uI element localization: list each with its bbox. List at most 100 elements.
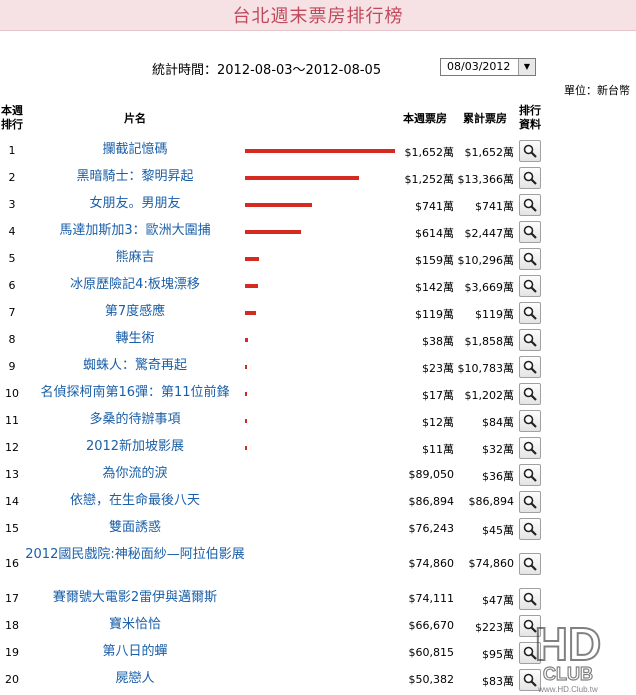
table-row: 2 黑暗騎士：黎明昇起 $1,252萬 $13,366萬	[0, 165, 636, 192]
week-box-office: $741萬	[415, 200, 454, 213]
detail-button[interactable]	[519, 588, 541, 610]
movie-title-link[interactable]: 蜘蛛人：驚奇再起	[82, 358, 187, 373]
movie-title-link[interactable]: 2012國民戲院:神秘面紗—阿拉伯影展	[25, 547, 245, 562]
week-box-office: $614萬	[415, 227, 454, 240]
total-box-office: $741萬	[475, 200, 514, 213]
rank-number: 16	[5, 557, 19, 570]
week-box-office: $66,670	[408, 619, 455, 632]
movie-title-link[interactable]: 轉生術	[115, 331, 155, 346]
detail-button[interactable]	[519, 329, 541, 351]
detail-button[interactable]	[519, 464, 541, 486]
rank-number: 9	[8, 360, 16, 373]
magnifier-icon	[523, 522, 537, 536]
total-box-office: $45萬	[482, 524, 514, 537]
magnifier-icon	[523, 252, 537, 266]
week-box-office: $38萬	[422, 335, 454, 348]
detail-button[interactable]	[519, 302, 541, 324]
svg-text:HD: HD	[535, 618, 601, 670]
total-box-office: $95萬	[482, 648, 514, 661]
table-row: 16 2012國民戲院:神秘面紗—阿拉伯影展 $74,860 $74,860	[0, 543, 636, 586]
total-box-office: $223萬	[475, 621, 514, 634]
box-office-bar	[245, 230, 301, 234]
movie-title-link[interactable]: 攔截記憶碼	[102, 142, 168, 157]
magnifier-icon	[523, 495, 537, 509]
table-row: 9 蜘蛛人：驚奇再起 $23萬 $10,783萬	[0, 354, 636, 381]
total-box-office: $84萬	[482, 416, 514, 429]
movie-title-link[interactable]: 賽爾號大電影2雷伊與邁爾斯	[52, 590, 218, 605]
movie-title-link[interactable]: 屍戀人	[115, 671, 155, 686]
table-row: 4 馬達加斯加3：歐洲大圍捕 $614萬 $2,447萬	[0, 219, 636, 246]
header-rank-line1: 本週	[1, 104, 23, 117]
rank-number: 18	[5, 619, 19, 632]
movie-title-link[interactable]: 寶米恰恰	[108, 617, 161, 632]
table-row: 10 名偵探柯南第16彈：第11位前鋒 $17萬 $1,202萬	[0, 381, 636, 408]
detail-button[interactable]	[519, 642, 541, 664]
magnifier-icon	[523, 414, 537, 428]
box-office-bar	[245, 203, 312, 207]
svg-text:CLUB: CLUB	[543, 664, 593, 684]
total-box-office: $13,366萬	[457, 173, 515, 186]
box-office-bar	[245, 284, 258, 288]
movie-title-link[interactable]: 多桑的待辦事項	[89, 412, 181, 427]
total-box-office: $36萬	[482, 470, 514, 483]
rank-number: 5	[8, 252, 16, 265]
movie-title-link[interactable]: 2012新加坡影展	[85, 439, 185, 454]
rank-number: 3	[8, 198, 16, 211]
rank-number: 17	[5, 592, 19, 605]
rank-number: 4	[8, 225, 16, 238]
week-box-office: $86,894	[408, 495, 455, 508]
rank-number: 14	[5, 495, 19, 508]
movie-title-link[interactable]: 黑暗騎士：黎明昇起	[76, 169, 194, 184]
dropdown-arrow-icon[interactable]: ▼	[518, 59, 535, 75]
total-box-office: $74,860	[468, 557, 515, 570]
week-box-office: $89,050	[408, 468, 455, 481]
rank-number: 15	[5, 522, 19, 535]
rank-number: 12	[5, 441, 19, 454]
movie-title-link[interactable]: 熊麻吉	[115, 250, 155, 265]
movie-title-link[interactable]: 冰原歷險記4:板塊漂移	[70, 277, 200, 292]
detail-button[interactable]	[519, 669, 541, 691]
total-box-office: $2,447萬	[464, 227, 515, 240]
movie-title-link[interactable]: 馬達加斯加3：歐洲大圍捕	[59, 223, 211, 238]
detail-button[interactable]	[519, 167, 541, 189]
box-office-bar	[245, 419, 247, 423]
table-row: 19 第八日的蟬 $60,815 $95萬	[0, 640, 636, 667]
detail-button[interactable]	[519, 275, 541, 297]
detail-button[interactable]	[519, 356, 541, 378]
movie-title-link[interactable]: 為你流的淚	[102, 466, 168, 481]
total-box-office: $1,202萬	[464, 389, 515, 402]
box-office-bar	[245, 149, 395, 153]
detail-button[interactable]	[519, 140, 541, 162]
magnifier-icon	[523, 225, 537, 239]
magnifier-icon	[523, 387, 537, 401]
movie-title-link[interactable]: 第八日的蟬	[102, 644, 168, 659]
detail-button[interactable]	[519, 437, 541, 459]
movie-title-link[interactable]: 女朋友。男朋友	[89, 196, 181, 211]
table-row: 11 多桑的待辦事項 $12萬 $84萬	[0, 408, 636, 435]
table-row: 8 轉生術 $38萬 $1,858萬	[0, 327, 636, 354]
detail-button[interactable]	[519, 248, 541, 270]
detail-button[interactable]	[519, 615, 541, 637]
rank-number: 10	[5, 387, 19, 400]
detail-button[interactable]	[519, 410, 541, 432]
detail-button[interactable]	[519, 518, 541, 540]
total-box-office: $83萬	[482, 675, 514, 688]
table-row: 1 攔截記憶碼 $1,652萬 $1,652萬	[0, 138, 636, 165]
movie-title-link[interactable]: 名偵探柯南第16彈：第11位前鋒	[40, 385, 230, 400]
detail-button[interactable]	[519, 553, 541, 575]
detail-button[interactable]	[519, 491, 541, 513]
total-box-office: $47萬	[482, 594, 514, 607]
detail-button[interactable]	[519, 221, 541, 243]
magnifier-icon	[523, 646, 537, 660]
movie-title-link[interactable]: 依戀，在生命最後八天	[69, 493, 200, 508]
total-box-office: $119萬	[475, 308, 514, 321]
box-office-bar	[245, 176, 359, 180]
movie-title-link[interactable]: 雙面誘惑	[108, 520, 161, 535]
week-box-office: $23萬	[422, 362, 454, 375]
detail-button[interactable]	[519, 194, 541, 216]
table-row: 7 第7度感應 $119萬 $119萬	[0, 300, 636, 327]
detail-button[interactable]	[519, 383, 541, 405]
date-select[interactable]: 08/03/2012 ▼	[440, 58, 536, 76]
movie-title-link[interactable]: 第7度感應	[104, 304, 166, 319]
magnifier-icon	[523, 673, 537, 687]
